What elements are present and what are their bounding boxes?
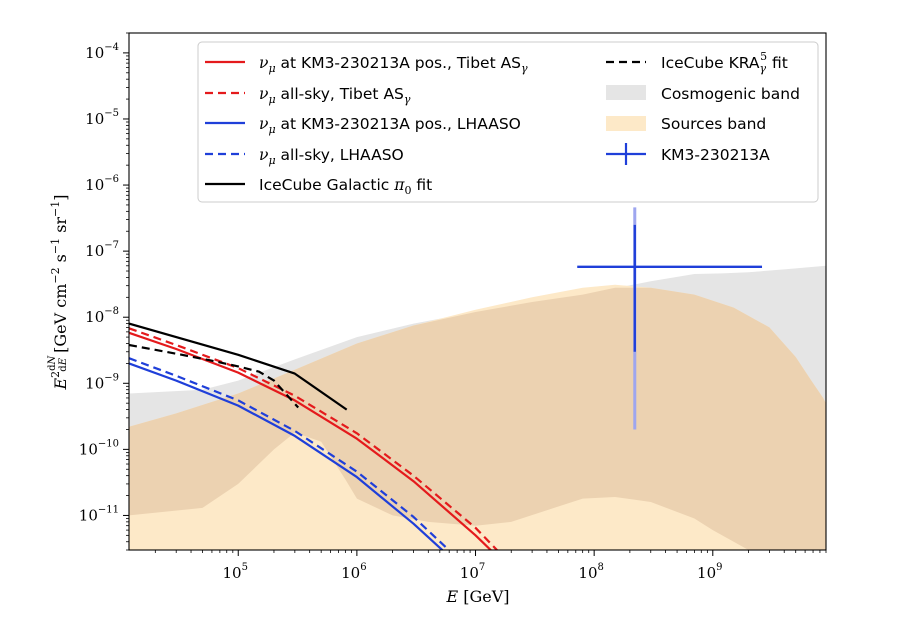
legend-swatch-sources (606, 116, 646, 131)
legend-label-cosmogenic: Cosmogenic band (661, 85, 800, 103)
x-tick-label: 108 (578, 562, 603, 582)
series-line-icecube-kra-5-fit (129, 343, 300, 409)
legend: νμ at KM3-230213A pos., Tibet ASγ νμ all… (197, 41, 819, 203)
legend-swatch-cosmogenic (606, 85, 646, 100)
legend-label-red-solid: νμ at KM3-230213A pos., Tibet ASγ (259, 54, 528, 75)
axis-ticks: 105 106 107 108 109 10−11 10−10 10−9 10−8 10−7 10−… (79, 32, 827, 582)
series-line-all-sky-tibet-as (129, 327, 499, 550)
series-line-icecube-galactic-0-fit (129, 322, 348, 411)
legend-label-sources: Sources band (661, 115, 766, 133)
x-tick-label: 106 (341, 562, 366, 582)
x-tick-label: 107 (460, 562, 485, 582)
x-tick-label: 109 (697, 562, 722, 582)
series-line-all-sky-lhaaso (129, 357, 451, 550)
legend-label-blue-dashed: νμ all-sky, LHAASO (259, 146, 404, 167)
series-line-at-km3-230213a-pos-tibet-as (129, 331, 493, 550)
legend-label-red-dashed: νμ all-sky, Tibet ASγ (259, 85, 411, 106)
km3-230213a-marker (577, 207, 763, 430)
legend-box (197, 41, 819, 203)
legend-label-km3: KM3-230213A (661, 146, 770, 164)
legend-label-blue-solid: νμ at KM3-230213A pos., LHAASO (259, 115, 521, 136)
x-axis-label: E [GeV] (445, 587, 509, 606)
y-axis-label: E2dNdE [GeV cm−2 s−1 sr−1] (47, 194, 70, 390)
svg-text:E2dNdE [GeV cm−2 s−1 sr−1]: E2dNdE [GeV cm−2 s−1 sr−1] (47, 194, 70, 390)
legend-label-black-dashed: IceCube KRAγ5 fit (661, 50, 788, 75)
legend-label-black-solid: IceCube Galactic π0 fit (259, 176, 432, 197)
bands-layer (129, 265, 826, 550)
series-layer (129, 322, 499, 550)
series-line-at-km3-230213a-pos-lhaaso (129, 362, 444, 550)
y-tick-label: 10−7 (85, 240, 119, 260)
y-tick-label: 10−9 (85, 372, 119, 392)
x-tick-label: 105 (223, 562, 248, 582)
y-tick-label: 10−4 (85, 42, 119, 62)
y-tick-label: 10−8 (85, 306, 119, 326)
y-tick-label: 10−6 (85, 174, 119, 194)
band-sources-band-overlap-region (129, 287, 826, 550)
y-tick-label: 10−5 (85, 108, 119, 128)
y-tick-label: 10−11 (79, 504, 119, 524)
plot-frame (128, 32, 827, 551)
y-tick-label: 10−10 (79, 438, 119, 458)
